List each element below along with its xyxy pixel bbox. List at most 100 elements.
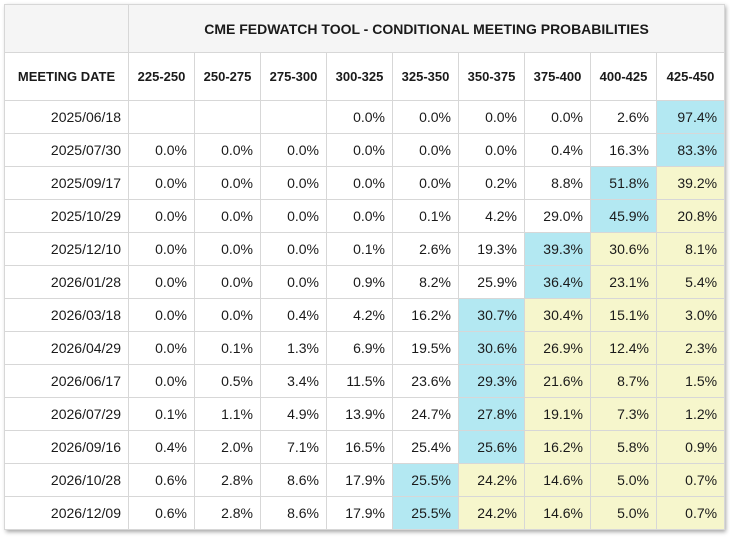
probability-cell: 25.5% — [392, 463, 459, 497]
rate-range-header: 300-325 — [326, 52, 393, 101]
probability-cell: 8.1% — [655, 232, 726, 266]
probability-cell: 0.0% — [194, 265, 261, 299]
probability-cell: 29.3% — [458, 364, 525, 398]
probability-cell: 8.6% — [260, 463, 327, 497]
probability-cell: 51.8% — [590, 166, 657, 200]
rate-range-header: 275-300 — [260, 52, 327, 101]
probability-cell: 8.7% — [590, 364, 657, 398]
probability-cell: 26.9% — [524, 331, 591, 365]
probability-cell: 0.0% — [326, 166, 393, 200]
probability-cell: 16.5% — [326, 430, 393, 464]
probability-cell: 0.0% — [392, 166, 459, 200]
probability-cell: 0.1% — [194, 331, 261, 365]
table-row: 2025/07/30 0.0% 0.0% 0.0% 0.0% 0.0% 0.0% 0.4% 16… — [4, 133, 726, 167]
probability-cell: 14.6% — [524, 496, 591, 530]
rate-range-header: 225-250 — [128, 52, 195, 101]
probability-cell: 23.1% — [590, 265, 657, 299]
table-row: 2025/09/17 0.0% 0.0% 0.0% 0.0% 0.0% 0.2% 8.8% 51… — [4, 166, 726, 200]
title-row: CME FEDWATCH TOOL - CONDITIONAL MEETING … — [4, 4, 726, 53]
meeting-date-cell: 2026/04/29 — [4, 331, 129, 365]
probability-cell: 0.0% — [260, 232, 327, 266]
meeting-date-cell: 2025/10/29 — [4, 199, 129, 233]
probability-cell: 11.5% — [326, 364, 393, 398]
probability-cell: 0.0% — [194, 232, 261, 266]
probability-cell: 0.0% — [260, 166, 327, 200]
probability-cell: 0.0% — [392, 133, 459, 167]
probability-cell: 36.4% — [524, 265, 591, 299]
probability-cell: 0.4% — [260, 298, 327, 332]
probability-cell: 0.0% — [194, 298, 261, 332]
probability-cell: 0.0% — [260, 199, 327, 233]
probability-cell: 14.6% — [524, 463, 591, 497]
probability-cell: 0.6% — [128, 463, 195, 497]
rate-range-header: 350-375 — [458, 52, 525, 101]
probability-cell: 0.0% — [392, 100, 459, 134]
probability-cell: 0.6% — [128, 496, 195, 530]
probability-cell: 2.8% — [194, 463, 261, 497]
probability-cell: 4.9% — [260, 397, 327, 431]
meeting-date-cell: 2025/09/17 — [4, 166, 129, 200]
probability-cell: 5.8% — [590, 430, 657, 464]
probability-cell: 17.9% — [326, 463, 393, 497]
probability-cell: 0.0% — [128, 364, 195, 398]
table-row: 2025/12/10 0.0% 0.0% 0.0% 0.1% 2.6% 19.3% 39.3%… — [4, 232, 726, 266]
probability-cell: 23.6% — [392, 364, 459, 398]
probability-cell: 19.5% — [392, 331, 459, 365]
probability-cell: 1.5% — [655, 364, 726, 398]
rate-range-header: 250-275 — [194, 52, 261, 101]
probability-cell — [260, 100, 327, 134]
probability-cell: 0.0% — [260, 133, 327, 167]
probability-cell: 0.1% — [326, 232, 393, 266]
probability-cell: 0.0% — [260, 265, 327, 299]
meeting-date-cell: 2026/07/29 — [4, 397, 129, 431]
fedwatch-table-frame: CME FEDWATCH TOOL - CONDITIONAL MEETING … — [4, 4, 726, 530]
probability-cell: 16.2% — [392, 298, 459, 332]
probability-cell: 12.4% — [590, 331, 657, 365]
probability-cell: 7.1% — [260, 430, 327, 464]
table-row: 2026/09/16 0.4% 2.0% 7.1% 16.5% 25.4% 25.6% 16.… — [4, 430, 726, 464]
probability-cell: 2.6% — [392, 232, 459, 266]
probability-cell: 0.0% — [128, 298, 195, 332]
table-row: 2026/03/18 0.0% 0.0% 0.4% 4.2% 16.2% 30.7% 30.4… — [4, 298, 726, 332]
probability-cell: 2.0% — [194, 430, 261, 464]
probability-cell: 83.3% — [655, 133, 726, 167]
probability-cell: 3.0% — [655, 298, 726, 332]
probability-cell: 0.0% — [326, 199, 393, 233]
probability-cell: 17.9% — [326, 496, 393, 530]
probability-cell: 0.7% — [655, 463, 726, 497]
meeting-date-cell: 2026/03/18 — [4, 298, 129, 332]
probability-cell: 4.2% — [458, 199, 525, 233]
meeting-date-cell: 2026/06/17 — [4, 364, 129, 398]
probability-cell: 16.2% — [524, 430, 591, 464]
probability-cell: 0.0% — [458, 100, 525, 134]
table-row: 2025/10/29 0.0% 0.0% 0.0% 0.0% 0.1% 4.2% 29.0% 4… — [4, 199, 726, 233]
rate-range-header: 425-450 — [655, 52, 726, 101]
probability-cell: 19.1% — [524, 397, 591, 431]
probability-cell: 7.3% — [590, 397, 657, 431]
probability-cell: 24.2% — [458, 463, 525, 497]
probability-cell: 29.0% — [524, 199, 591, 233]
probability-cell: 0.0% — [194, 199, 261, 233]
table-row: 2026/01/28 0.0% 0.0% 0.0% 0.9% 8.2% 25.9% 36.4%… — [4, 265, 726, 299]
probability-cell: 0.0% — [128, 199, 195, 233]
probability-cell: 0.0% — [458, 133, 525, 167]
probability-cell: 25.4% — [392, 430, 459, 464]
probability-cell: 0.9% — [326, 265, 393, 299]
meeting-date-cell: 2026/09/16 — [4, 430, 129, 464]
probability-cell: 30.4% — [524, 298, 591, 332]
probability-cell: 8.8% — [524, 166, 591, 200]
meeting-date-cell: 2026/12/09 — [4, 496, 129, 530]
table-title: CME FEDWATCH TOOL - CONDITIONAL MEETING … — [127, 4, 726, 53]
table-row: 2026/07/29 0.1% 1.1% 4.9% 13.9% 24.7% 27.8% 19.… — [4, 397, 726, 431]
table-row: 2026/04/29 0.0% 0.1% 1.3% 6.9% 19.5% 30.6% 26.9… — [4, 331, 726, 365]
meeting-date-cell: 2026/10/28 — [4, 463, 129, 497]
probability-cell: 13.9% — [326, 397, 393, 431]
probability-cell: 45.9% — [590, 199, 657, 233]
probability-cell: 6.9% — [326, 331, 393, 365]
probability-cell: 0.0% — [194, 166, 261, 200]
probability-cell: 0.0% — [128, 232, 195, 266]
meeting-date-cell: 2025/06/18 — [4, 100, 129, 134]
probability-cell: 20.8% — [655, 199, 726, 233]
probability-cell: 39.3% — [524, 232, 591, 266]
probability-cell: 30.7% — [458, 298, 525, 332]
